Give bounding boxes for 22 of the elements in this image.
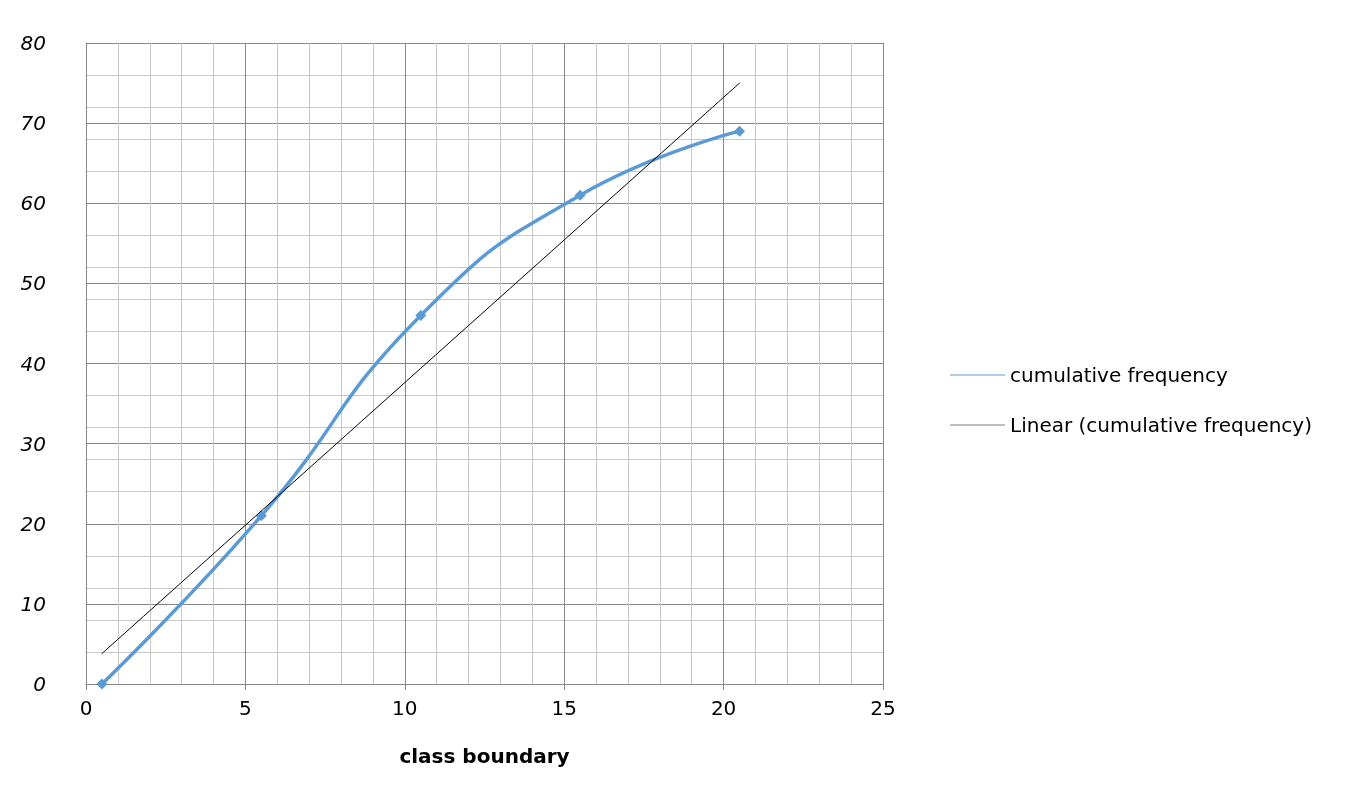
x-tick-label: 20 [710,696,737,720]
y-tick-label: 50 [20,271,46,296]
y-tick-label: 0 [33,672,46,696]
point [734,125,746,137]
point [415,309,427,321]
legend-label: Linear (cumulative frequency) [1010,413,1313,437]
x-axis-title: class boundary [399,744,570,768]
legend-label: cumulative frequency [1010,363,1229,387]
y-tick-label: 80 [20,31,46,55]
y-tick-label: 10 [20,591,46,616]
y-tick-label: 70 [20,111,46,136]
y-tick-label: 30 [20,431,46,456]
x-tick-label: 0 [79,696,93,720]
point [574,189,586,201]
y-tick-label: 40 [20,351,46,376]
y-tick-label: 20 [20,511,46,536]
y-tick-label: 60 [20,191,46,216]
x-tick-label: 5 [239,696,252,720]
x-tick-label: 15 [551,696,577,720]
x-tick-label: 10 [392,696,418,720]
point [96,678,108,690]
x-tick-label: 25 [870,696,896,720]
